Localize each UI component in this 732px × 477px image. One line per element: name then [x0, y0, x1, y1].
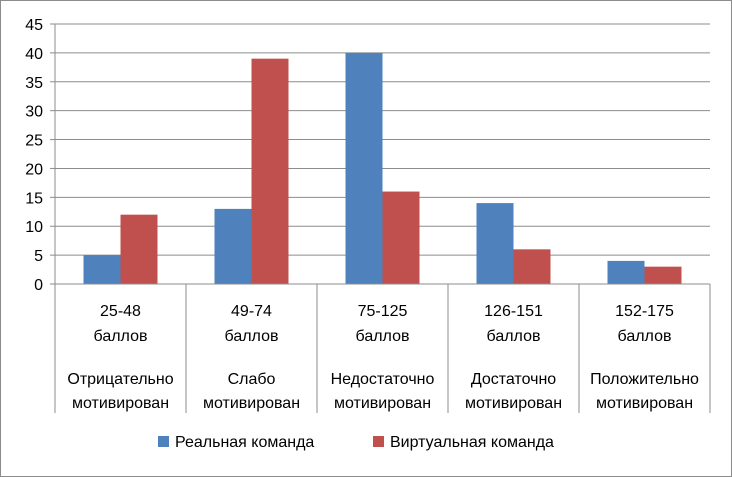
category-label-line1: Недостаточно: [331, 371, 435, 388]
category-range-label: 126-151: [484, 303, 543, 320]
category-range-label: 49-74: [231, 303, 272, 320]
category-range-label: 152-175: [615, 303, 674, 320]
category-unit-label: баллов: [487, 328, 541, 345]
bar-real: [345, 52, 383, 285]
y-tick-label: 20: [25, 161, 43, 178]
legend-label: Реальная команда: [175, 434, 314, 451]
bar-real: [476, 203, 514, 284]
category-unit-label: баллов: [618, 328, 672, 345]
y-tick-label: 45: [25, 17, 43, 34]
y-tick-label: 10: [25, 219, 43, 236]
y-tick-label: 35: [25, 75, 43, 92]
legend-label: Виртуальная команда: [390, 434, 554, 451]
category-label-line2: мотивирован: [334, 395, 431, 412]
category-label-line2: мотивирован: [72, 395, 169, 412]
bar-real: [607, 260, 645, 284]
category-range-label: 25-48: [100, 303, 141, 320]
legend-swatch: [373, 436, 384, 447]
category-label-line1: Отрицательно: [67, 371, 173, 388]
category-unit-label: баллов: [356, 328, 410, 345]
y-tick-label: 30: [25, 104, 43, 121]
category-label-line1: Достаточно: [471, 371, 556, 388]
bar-virtual: [251, 58, 289, 284]
bar-virtual: [644, 266, 682, 284]
y-tick-label: 15: [25, 190, 43, 207]
y-tick-label: 0: [34, 277, 43, 294]
category-unit-label: баллов: [225, 328, 279, 345]
bar-real: [83, 255, 121, 284]
category-unit-label: баллов: [94, 328, 148, 345]
category-label-line2: мотивирован: [203, 395, 300, 412]
category-label-line1: Слабо: [228, 371, 276, 388]
bar-virtual: [382, 191, 420, 284]
bar-real: [214, 208, 252, 284]
category-label-line1: Положительно: [590, 371, 699, 388]
y-tick-label: 25: [25, 133, 43, 150]
category-range-label: 75-125: [358, 303, 408, 320]
y-tick-label: 5: [34, 248, 43, 265]
y-tick-label: 40: [25, 46, 43, 63]
category-label-line2: мотивирован: [465, 395, 562, 412]
legend-swatch: [158, 436, 169, 447]
bar-virtual: [513, 249, 551, 284]
bar-virtual: [120, 214, 158, 284]
category-label-line2: мотивирован: [596, 395, 693, 412]
